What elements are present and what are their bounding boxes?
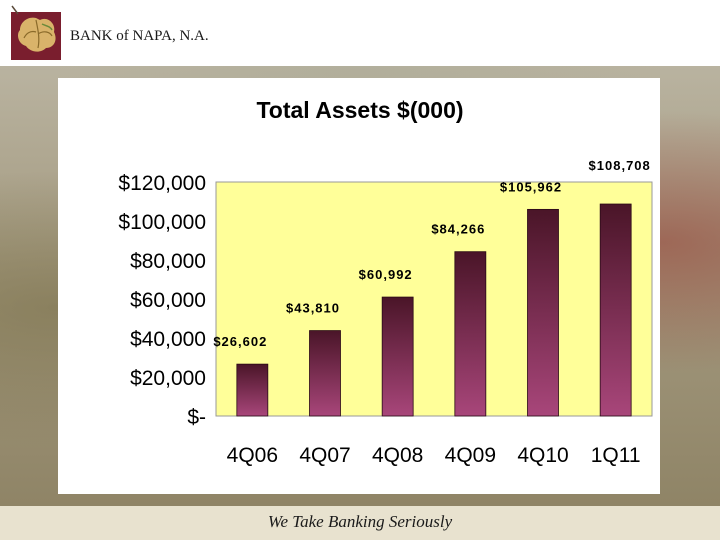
y-tick-label: $80,000 [130,250,206,273]
y-axis-ticks: $- $20,000 $40,000 $60,000 $80,000 $100,000 $1… [118,172,206,429]
bar-value-label: $26,602 [213,334,267,349]
bar-value-label: $108,708 [589,158,651,173]
chart-title: Total Assets $(000) [256,97,463,123]
x-tick-label: 4Q10 [517,444,568,467]
bar-4q09 [454,251,487,417]
x-axis-ticks: 4Q06 4Q07 4Q08 4Q09 4Q10 1Q11 [227,444,641,467]
y-tick-label: $- [187,406,206,429]
bars [236,203,632,417]
bar-4q06 [236,363,269,417]
bar-4q10 [527,208,559,417]
value-labels: $26,602 $43,810 $60,992 $84,266 $105,962 $108… [213,158,651,349]
tagline: We Take Banking Seriously [267,512,453,531]
plot-area [215,181,653,417]
x-tick-label: 4Q07 [299,444,350,467]
footer-bar [0,506,720,540]
y-tick-label: $60,000 [130,289,206,312]
bar-value-label: $84,266 [431,222,485,237]
y-tick-label: $120,000 [118,172,206,195]
grape-leaf-logo-icon [11,5,61,60]
bar-4q08 [381,296,414,417]
x-tick-label: 4Q09 [445,444,496,467]
total-assets-chart: Total Assets $(000) $- $20,000 $40,000 $60,… [118,97,653,467]
x-tick-label: 1Q11 [591,444,641,467]
x-tick-label: 4Q08 [372,444,423,467]
y-tick-label: $100,000 [118,211,206,234]
bar-1q11 [599,203,632,417]
x-tick-label: 4Q06 [227,444,278,467]
bar-4q07 [309,330,341,417]
y-tick-label: $40,000 [130,328,206,351]
header: BANK of NAPA, N.A. [0,0,720,66]
bar-value-label: $60,992 [359,267,413,282]
chart-panel: Total Assets $(000) $- $20,000 $40,000 $60,… [58,78,660,494]
bar-value-label: $105,962 [500,179,562,194]
bar-value-label: $43,810 [286,301,340,316]
y-tick-label: $20,000 [130,367,206,390]
bank-name: BANK of NAPA, N.A. [70,28,209,44]
